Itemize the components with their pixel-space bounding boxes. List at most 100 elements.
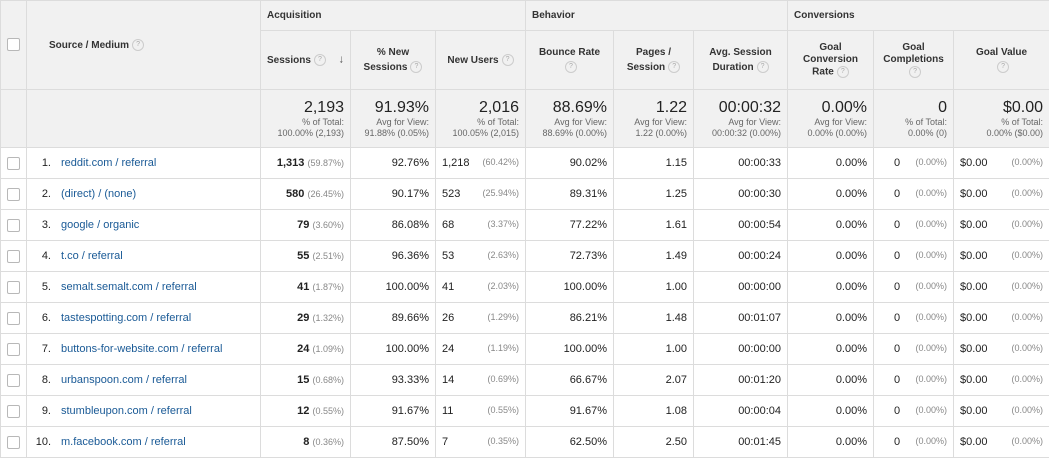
new-users-value: 1,218	[442, 157, 470, 169]
sessions-value: 79	[297, 219, 309, 231]
bounce-cell: 62.50%	[526, 427, 614, 458]
row-checkbox[interactable]	[7, 250, 20, 263]
source-link[interactable]: m.facebook.com / referral	[61, 436, 186, 448]
pages-cell: 1.00	[614, 334, 694, 365]
col-label: Goal Value	[954, 45, 1049, 60]
source-cell: 7.buttons-for-website.com / referral	[27, 334, 261, 365]
table-row[interactable]: 3.google / organic 79 (3.60%) 86.08% 68(…	[1, 210, 1049, 241]
col-goal-completions[interactable]: Goal Completions ?	[874, 31, 954, 90]
source-link[interactable]: buttons-for-website.com / referral	[61, 343, 222, 355]
source-cell: 9.stumbleupon.com / referral	[27, 396, 261, 427]
new-users-value: 7	[442, 436, 448, 448]
bounce-cell: 90.02%	[526, 148, 614, 179]
new-users-pct: (0.69%)	[487, 374, 519, 386]
select-all-checkbox[interactable]	[7, 38, 20, 51]
col-label: Conversion	[788, 54, 873, 66]
source-link[interactable]: semalt.semalt.com / referral	[61, 281, 197, 293]
completions-value: 0	[894, 157, 900, 169]
help-icon[interactable]: ?	[997, 61, 1009, 73]
total-sub: 100.00% (2,193)	[261, 128, 344, 139]
completions-pct: (0.00%)	[916, 405, 948, 417]
pct-new-cell: 89.66%	[351, 303, 436, 334]
row-checkbox[interactable]	[7, 405, 20, 418]
completions-pct: (0.00%)	[916, 219, 948, 231]
sort-desc-icon[interactable]: ↓	[339, 53, 345, 68]
source-medium-header[interactable]: Source / Medium?	[27, 1, 261, 90]
source-link[interactable]: google / organic	[61, 219, 139, 231]
sessions-pct: (1.32%)	[312, 313, 344, 323]
source-link[interactable]: reddit.com / referral	[61, 157, 156, 169]
table-row[interactable]: 8.urbanspoon.com / referral 15 (0.68%) 9…	[1, 365, 1049, 396]
pct-new-cell: 92.76%	[351, 148, 436, 179]
bounce-cell: 89.31%	[526, 179, 614, 210]
col-new-users[interactable]: New Users?	[436, 31, 526, 90]
row-checkbox[interactable]	[7, 281, 20, 294]
source-link[interactable]: stumbleupon.com / referral	[61, 405, 192, 417]
goal-value-cell: $0.00(0.00%)	[954, 427, 1049, 458]
col-pct-new-sessions[interactable]: % New Sessions?	[351, 31, 436, 90]
help-icon[interactable]: ?	[132, 39, 144, 51]
table-row[interactable]: 4.t.co / referral 55 (2.51%) 96.36% 53(2…	[1, 241, 1049, 272]
help-icon[interactable]: ?	[837, 66, 849, 78]
help-icon[interactable]: ?	[314, 54, 326, 66]
sessions-pct: (0.36%)	[312, 437, 344, 447]
duration-cell: 00:00:54	[694, 210, 788, 241]
duration-cell: 00:00:30	[694, 179, 788, 210]
source-link[interactable]: t.co / referral	[61, 250, 123, 262]
table-row[interactable]: 9.stumbleupon.com / referral 12 (0.55%) …	[1, 396, 1049, 427]
col-avg-session-duration[interactable]: Avg. Session Duration?	[694, 31, 788, 90]
row-checkbox[interactable]	[7, 312, 20, 325]
pages-cell: 1.49	[614, 241, 694, 272]
total-sub: 88.69% (0.00%)	[526, 128, 607, 139]
row-checkbox[interactable]	[7, 374, 20, 387]
col-goal-conversion-rate[interactable]: Goal Conversion Rate?	[788, 31, 874, 90]
table-row[interactable]: 5.semalt.semalt.com / referral 41 (1.87%…	[1, 272, 1049, 303]
row-checkbox[interactable]	[7, 343, 20, 356]
sessions-value: 15	[297, 374, 309, 386]
total-value: 2,193	[261, 99, 344, 117]
help-icon[interactable]: ?	[909, 66, 921, 78]
help-icon[interactable]: ?	[410, 61, 422, 73]
new-users-value: 53	[442, 250, 454, 262]
row-checkbox[interactable]	[7, 188, 20, 201]
row-select-cell	[1, 210, 27, 241]
help-icon[interactable]: ?	[502, 54, 514, 66]
source-link[interactable]: urbanspoon.com / referral	[61, 374, 187, 386]
sessions-value: 12	[297, 405, 309, 417]
new-users-value: 523	[442, 188, 460, 200]
row-checkbox[interactable]	[7, 157, 20, 170]
sessions-cell: 41 (1.87%)	[261, 272, 351, 303]
col-label: Pages /	[614, 45, 693, 60]
table-row[interactable]: 10.m.facebook.com / referral 8 (0.36%) 8…	[1, 427, 1049, 458]
col-pages-session[interactable]: Pages / Session?	[614, 31, 694, 90]
help-icon[interactable]: ?	[565, 61, 577, 73]
row-select-cell	[1, 241, 27, 272]
col-goal-value[interactable]: Goal Value ?	[954, 31, 1049, 90]
total-value: 0	[874, 99, 947, 117]
completions-value: 0	[894, 374, 900, 386]
col-sessions[interactable]: Sessions? ↓	[261, 31, 351, 90]
help-icon[interactable]: ?	[668, 61, 680, 73]
table-row[interactable]: 6.tastespotting.com / referral 29 (1.32%…	[1, 303, 1049, 334]
col-label: Rate	[812, 66, 834, 77]
sessions-cell: 55 (2.51%)	[261, 241, 351, 272]
table-row[interactable]: 1.reddit.com / referral 1,313 (59.87%) 9…	[1, 148, 1049, 179]
source-link[interactable]: tastespotting.com / referral	[61, 312, 191, 324]
sessions-pct: (3.60%)	[312, 220, 344, 230]
col-bounce-rate[interactable]: Bounce Rate ?	[526, 31, 614, 90]
row-checkbox[interactable]	[7, 219, 20, 232]
source-link[interactable]: (direct) / (none)	[61, 188, 136, 200]
completions-value: 0	[894, 343, 900, 355]
pct-new-cell: 100.00%	[351, 334, 436, 365]
new-users-pct: (60.42%)	[482, 157, 519, 169]
table-row[interactable]: 2.(direct) / (none) 580 (26.45%) 90.17% …	[1, 179, 1049, 210]
pages-cell: 1.61	[614, 210, 694, 241]
help-icon[interactable]: ?	[757, 61, 769, 73]
completions-cell: 0(0.00%)	[874, 179, 954, 210]
table-row[interactable]: 7.buttons-for-website.com / referral 24 …	[1, 334, 1049, 365]
row-checkbox[interactable]	[7, 436, 20, 449]
duration-cell: 00:00:33	[694, 148, 788, 179]
total-duration: 00:00:32 Avg for View: 00:00:32 (0.00%)	[694, 90, 788, 148]
new-users-pct: (0.35%)	[487, 436, 519, 448]
pct-new-cell: 86.08%	[351, 210, 436, 241]
